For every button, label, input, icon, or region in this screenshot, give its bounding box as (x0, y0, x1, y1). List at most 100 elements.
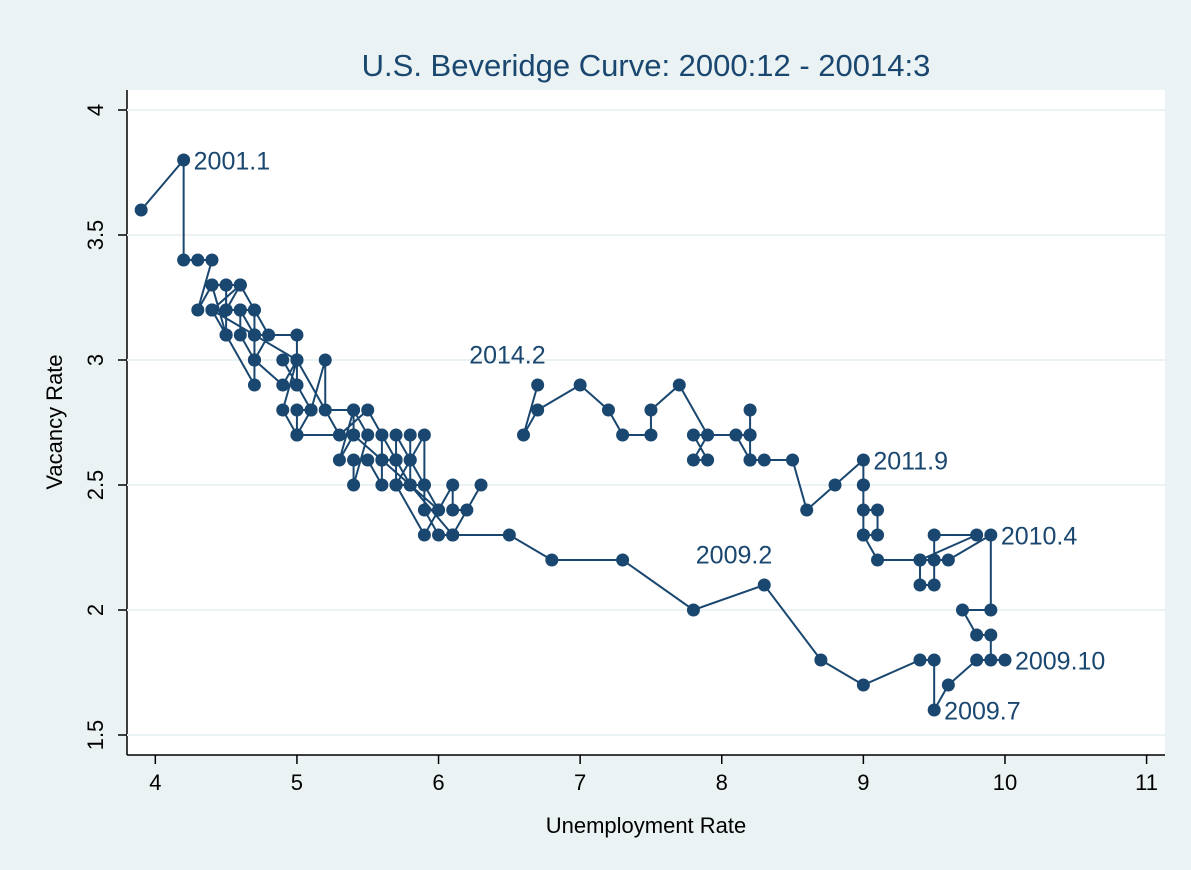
point (856, 453, 870, 467)
point (998, 653, 1012, 667)
point (672, 378, 686, 392)
point (403, 453, 417, 467)
point (347, 478, 361, 492)
point (644, 428, 658, 442)
point (247, 328, 261, 342)
point (446, 503, 460, 517)
point (828, 478, 842, 492)
point (970, 528, 984, 542)
point (871, 553, 885, 567)
point (545, 553, 559, 567)
point (502, 528, 516, 542)
point (729, 428, 743, 442)
point (361, 453, 375, 467)
point (984, 653, 998, 667)
point (984, 603, 998, 617)
point (375, 453, 389, 467)
x-tick-label: 11 (1135, 770, 1158, 795)
y-tick-label: 4 (83, 104, 108, 116)
point (290, 328, 304, 342)
annotation: 2014.2 (469, 342, 545, 370)
y-tick-label: 2 (83, 604, 108, 616)
point (417, 428, 431, 442)
point (276, 403, 290, 417)
point (177, 153, 191, 167)
point (318, 353, 332, 367)
point (743, 453, 757, 467)
point (361, 428, 375, 442)
point (304, 403, 318, 417)
point (531, 403, 545, 417)
point (219, 278, 233, 292)
point (332, 428, 346, 442)
annotation: 2009.2 (696, 542, 772, 570)
point (616, 553, 630, 567)
point (616, 428, 630, 442)
y-tick-label: 2.5 (83, 470, 108, 501)
annotation: 2009.10 (1015, 648, 1105, 676)
point (701, 428, 715, 442)
point (531, 378, 545, 392)
point (191, 253, 205, 267)
point (446, 478, 460, 492)
point (247, 378, 261, 392)
point (134, 203, 148, 217)
point (446, 528, 460, 542)
annotation: 2011.9 (873, 448, 948, 476)
y-tick-label: 3 (83, 354, 108, 366)
point (970, 628, 984, 642)
point (290, 403, 304, 417)
point (856, 478, 870, 492)
point (262, 328, 276, 342)
point (318, 403, 332, 417)
point (191, 303, 205, 317)
point (814, 653, 828, 667)
plot-area (127, 90, 1165, 755)
point (927, 578, 941, 592)
point (757, 578, 771, 592)
point (786, 453, 800, 467)
point (375, 428, 389, 442)
annotation: 2009.7 (944, 698, 1020, 726)
point (856, 503, 870, 517)
point (177, 253, 191, 267)
point (403, 428, 417, 442)
point (460, 503, 474, 517)
point (233, 328, 247, 342)
point (644, 403, 658, 417)
point (871, 503, 885, 517)
point (913, 578, 927, 592)
point (856, 528, 870, 542)
point (332, 453, 346, 467)
point (417, 503, 431, 517)
point (955, 603, 969, 617)
y-axis-label: Vacancy Rate (42, 354, 67, 489)
point (743, 403, 757, 417)
y-tick-label: 3.5 (83, 220, 108, 251)
x-axis-label: Unemployment Rate (546, 813, 747, 838)
point (290, 353, 304, 367)
point (347, 428, 361, 442)
point (601, 403, 615, 417)
point (233, 278, 247, 292)
point (927, 528, 941, 542)
point (276, 353, 290, 367)
point (219, 328, 233, 342)
x-tick-label: 6 (432, 770, 444, 795)
point (247, 303, 261, 317)
point (432, 503, 446, 517)
point (347, 403, 361, 417)
point (290, 428, 304, 442)
chart-title: U.S. Beveridge Curve: 2000:12 - 20014:3 (362, 48, 931, 83)
point (233, 303, 247, 317)
point (403, 478, 417, 492)
point (686, 453, 700, 467)
point (757, 453, 771, 467)
x-tick-label: 9 (857, 770, 869, 795)
point (941, 553, 955, 567)
point (474, 478, 488, 492)
point (389, 453, 403, 467)
point (517, 428, 531, 442)
point (219, 303, 233, 317)
